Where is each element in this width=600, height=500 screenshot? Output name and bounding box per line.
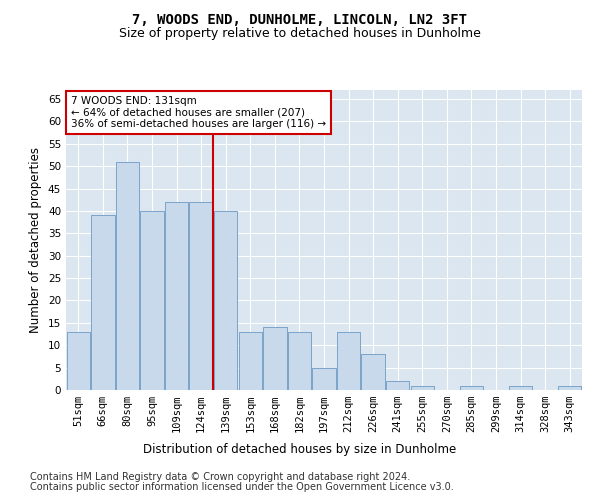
Bar: [460, 386, 483, 390]
Bar: [558, 386, 581, 390]
Bar: [116, 162, 139, 390]
Bar: [288, 332, 311, 390]
Bar: [410, 386, 434, 390]
Text: 7, WOODS END, DUNHOLME, LINCOLN, LN2 3FT: 7, WOODS END, DUNHOLME, LINCOLN, LN2 3FT: [133, 12, 467, 26]
Bar: [263, 328, 287, 390]
Text: Size of property relative to detached houses in Dunholme: Size of property relative to detached ho…: [119, 28, 481, 40]
Bar: [190, 202, 213, 390]
Bar: [386, 381, 409, 390]
Bar: [91, 216, 115, 390]
Text: Distribution of detached houses by size in Dunholme: Distribution of detached houses by size …: [143, 442, 457, 456]
Bar: [509, 386, 532, 390]
Bar: [361, 354, 385, 390]
Bar: [140, 211, 164, 390]
Bar: [165, 202, 188, 390]
Bar: [67, 332, 90, 390]
Bar: [214, 211, 238, 390]
Bar: [239, 332, 262, 390]
Text: 7 WOODS END: 131sqm
← 64% of detached houses are smaller (207)
36% of semi-detac: 7 WOODS END: 131sqm ← 64% of detached ho…: [71, 96, 326, 129]
Y-axis label: Number of detached properties: Number of detached properties: [29, 147, 43, 333]
Text: Contains public sector information licensed under the Open Government Licence v3: Contains public sector information licen…: [30, 482, 454, 492]
Bar: [337, 332, 360, 390]
Text: Contains HM Land Registry data © Crown copyright and database right 2024.: Contains HM Land Registry data © Crown c…: [30, 472, 410, 482]
Bar: [313, 368, 335, 390]
